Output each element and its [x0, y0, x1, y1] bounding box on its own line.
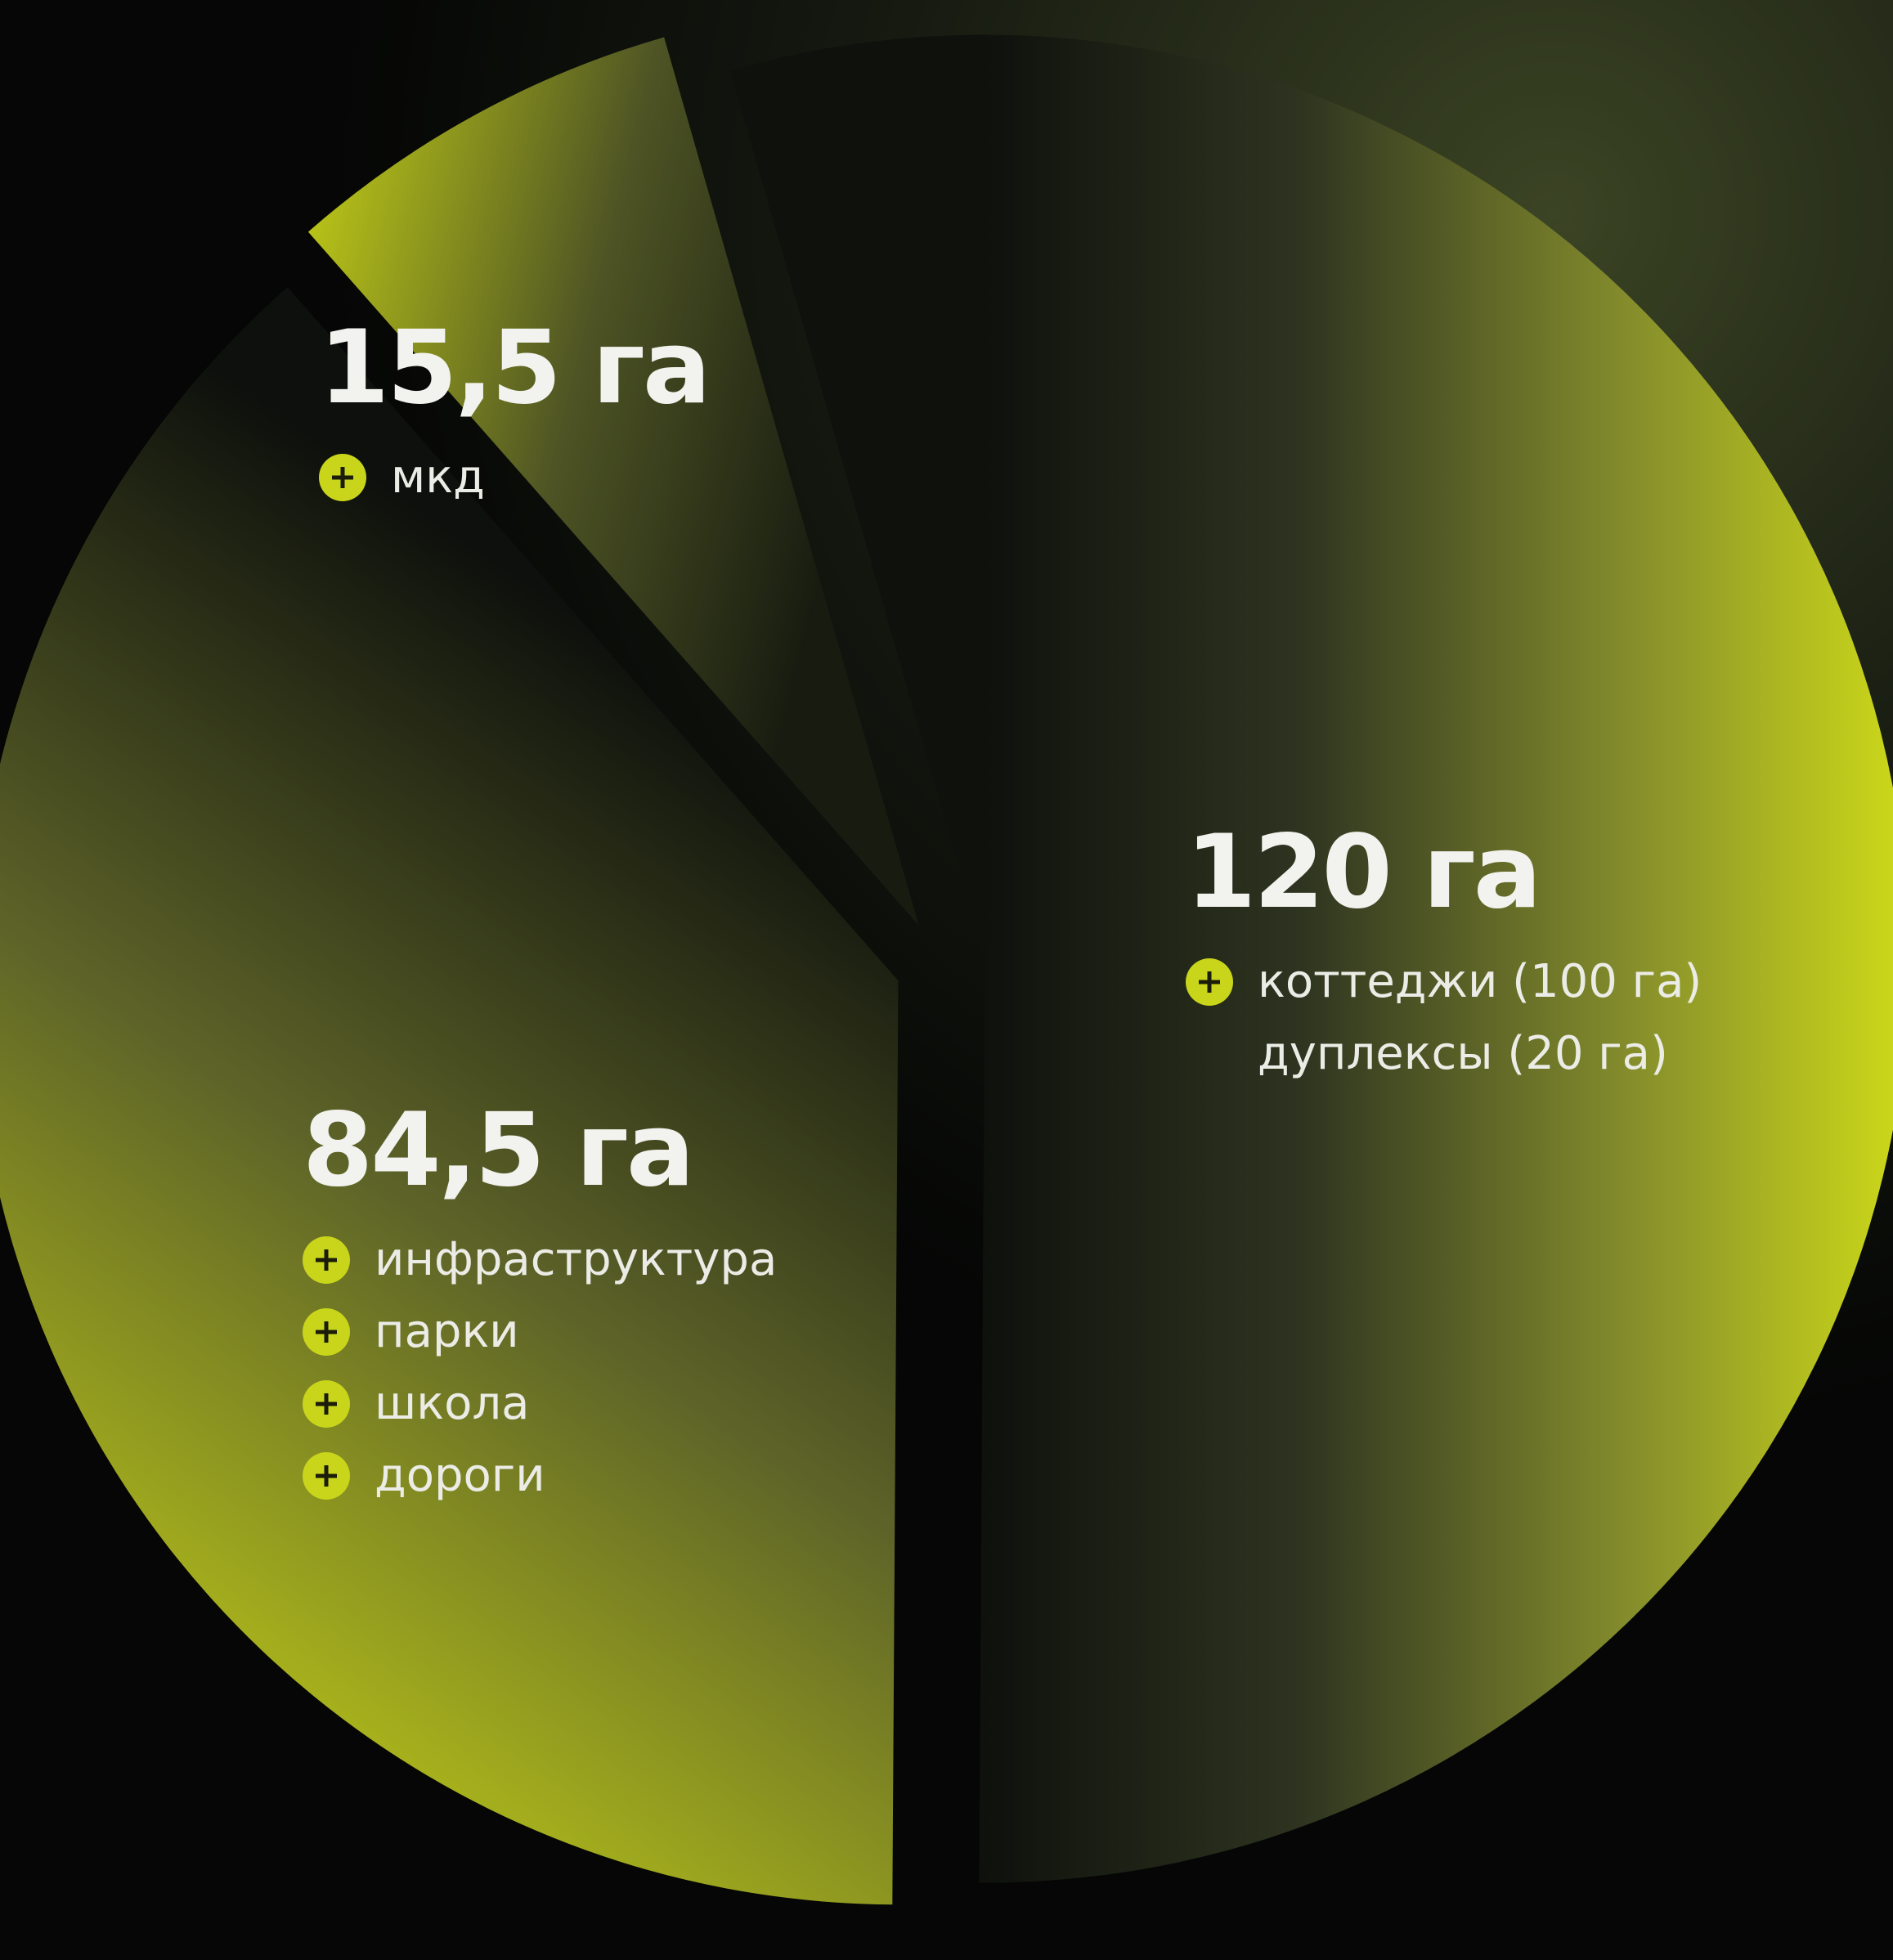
slice-value: 84,5 га [303, 1092, 695, 1209]
list-item: школа [303, 1368, 777, 1440]
slice-label-cottages: 120 га коттеджи (100 га) дуплексы (20 га… [1186, 822, 1702, 1090]
list-item: парки [303, 1296, 777, 1368]
slice-items: инфраструктура парки школа дороги [303, 1224, 777, 1512]
slice-items: коттеджи (100 га) дуплексы (20 га) [1186, 946, 1702, 1090]
slice-value: 120 га [1186, 814, 1541, 931]
slice-items: мкд [319, 442, 709, 514]
plus-circle-icon [303, 1380, 350, 1428]
pie-slice-mkd [307, 37, 919, 926]
pie-slice-cottages [730, 34, 1893, 1883]
list-item: коттеджи (100 га) [1186, 946, 1702, 1018]
list-item: дороги [303, 1440, 777, 1512]
plus-circle-icon [319, 454, 366, 501]
pie-slice-infrastructure [0, 287, 899, 1905]
plus-circle-icon [303, 1452, 350, 1500]
slice-value: 15,5 га [319, 309, 711, 427]
plus-circle-icon [303, 1236, 350, 1284]
plus-circle-icon [303, 1308, 350, 1356]
list-item: мкд [319, 442, 709, 514]
list-item: инфраструктура [303, 1224, 777, 1296]
list-item: дуплексы (20 га) [1258, 1027, 1668, 1080]
plus-circle-icon [1186, 958, 1233, 1006]
slice-label-mkd: 15,5 га мкд [319, 309, 711, 514]
slice-label-infrastructure: 84,5 га инфраструктура парки школа дорог… [303, 1100, 777, 1512]
